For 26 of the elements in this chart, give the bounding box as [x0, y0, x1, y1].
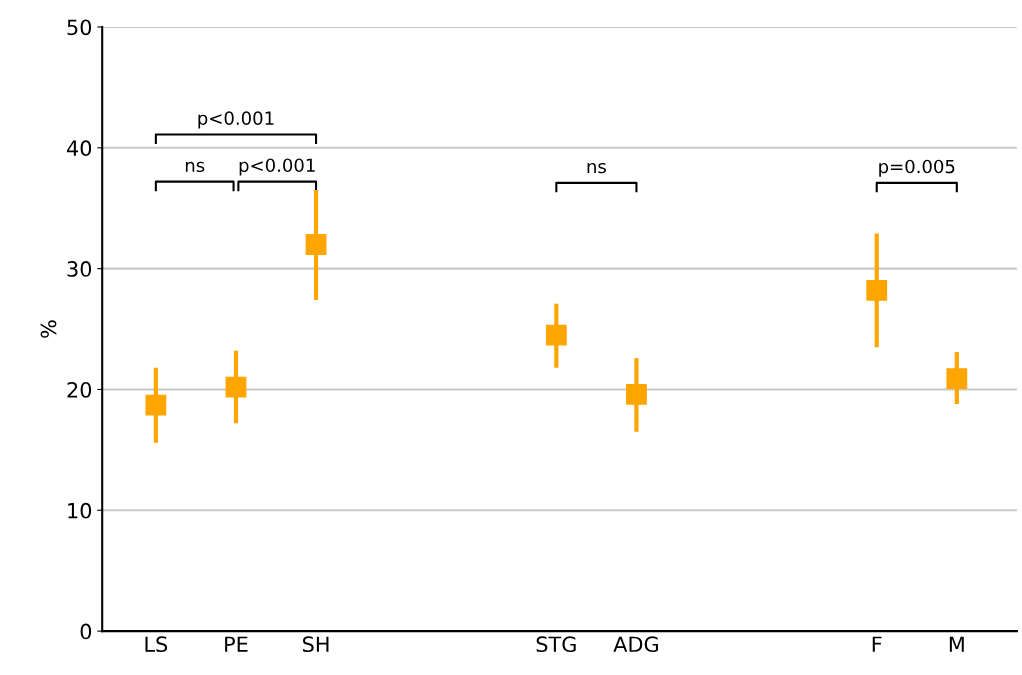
x-tick-label: M: [949, 636, 964, 652]
point: [225, 376, 247, 398]
annotation: p<0.001: [239, 158, 315, 176]
point: [305, 234, 327, 255]
point: [145, 394, 167, 416]
point: [545, 324, 567, 346]
x-tick-label: STG: [536, 636, 576, 653]
point: [946, 368, 968, 390]
x-tick-label: F: [872, 636, 882, 652]
point: [866, 279, 888, 301]
y-tick-label: 20: [67, 381, 92, 398]
x-tick-label: ADG: [613, 636, 658, 653]
x-tick-label: SH: [302, 636, 329, 653]
point: [626, 383, 647, 405]
y-tick-label: 40: [66, 140, 92, 157]
y-tick-label: 10: [68, 502, 92, 519]
annotation: p<0.001: [198, 111, 274, 129]
annotation: p=0.005: [879, 159, 955, 177]
annotation: ns: [185, 161, 205, 173]
y-tick-label: 50: [67, 19, 92, 36]
y-axis-title: %: [40, 320, 57, 338]
x-tick-label: PE: [225, 636, 248, 652]
y-tick-label: 30: [67, 261, 92, 277]
annotation: ns: [587, 162, 606, 174]
x-tick-label: LS: [145, 636, 168, 653]
y-tick-label: 0: [80, 623, 92, 640]
